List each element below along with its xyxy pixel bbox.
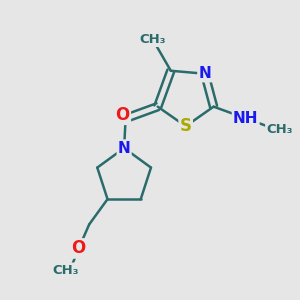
Text: N: N bbox=[198, 66, 211, 81]
Text: N: N bbox=[118, 141, 130, 156]
Text: CH₃: CH₃ bbox=[140, 33, 166, 46]
Text: S: S bbox=[180, 117, 192, 135]
Text: NH: NH bbox=[233, 111, 259, 126]
Text: O: O bbox=[72, 239, 86, 257]
Text: CH₃: CH₃ bbox=[266, 123, 293, 136]
Text: CH₃: CH₃ bbox=[52, 264, 79, 277]
Text: O: O bbox=[116, 106, 130, 124]
